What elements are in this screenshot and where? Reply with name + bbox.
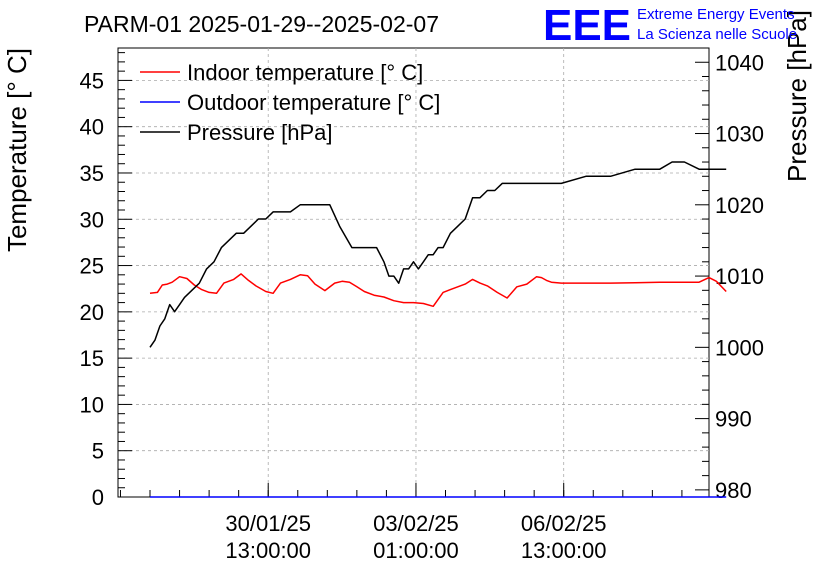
series-layer bbox=[149, 161, 727, 498]
logo-line-2: La Scienza nelle Scuole bbox=[637, 26, 797, 43]
y2-tick-label: 1040 bbox=[715, 50, 764, 75]
y-tick-label: 45 bbox=[80, 68, 104, 93]
grid-lines bbox=[118, 48, 709, 497]
y-tick-label: 0 bbox=[92, 485, 104, 510]
chart-title: PARM-01 2025-01-29--2025-02-07 bbox=[84, 11, 439, 37]
y2-tick-label: 1020 bbox=[715, 193, 764, 218]
y-tick-label: 35 bbox=[80, 161, 104, 186]
x-tick-label-date: 30/01/25 bbox=[225, 511, 311, 536]
y-tick-label: 15 bbox=[80, 346, 104, 371]
x-tick-label-time: 13:00:00 bbox=[521, 538, 607, 563]
y2-tick-label: 980 bbox=[715, 478, 752, 503]
x-tick-label-time: 13:00:00 bbox=[225, 538, 311, 563]
x-tick-label-date: 06/02/25 bbox=[521, 511, 607, 536]
y-axis-title: Temperature [° C] bbox=[2, 48, 32, 252]
y-tick-label: 25 bbox=[80, 254, 104, 279]
y2-axis-title: Pressure [hPa] bbox=[782, 10, 812, 182]
eee-logo-mark: EEE bbox=[543, 1, 631, 50]
legend: Indoor temperature [° C] Outdoor tempera… bbox=[140, 60, 440, 145]
y2-tick-label: 1000 bbox=[715, 335, 764, 360]
pressure-line bbox=[149, 161, 727, 348]
y2-tick-label: 1030 bbox=[715, 122, 764, 147]
indoor-temperature-line bbox=[149, 273, 727, 308]
y-tick-label: 5 bbox=[92, 439, 104, 464]
legend-label-pressure: Pressure [hPa] bbox=[187, 120, 333, 145]
x-tick-label-date: 03/02/25 bbox=[373, 511, 459, 536]
x-axis: 30/01/2513:00:0003/02/2501:00:0006/02/25… bbox=[119, 483, 683, 563]
x-tick-label-time: 01:00:00 bbox=[373, 538, 459, 563]
y-tick-label: 20 bbox=[80, 300, 104, 325]
y2-tick-label: 1010 bbox=[715, 264, 764, 289]
legend-label-outdoor: Outdoor temperature [° C] bbox=[187, 90, 440, 115]
y-tick-label: 40 bbox=[80, 115, 104, 140]
y-tick-label: 10 bbox=[80, 392, 104, 417]
y-tick-label: 30 bbox=[80, 207, 104, 232]
logo-line-1: Extreme Energy Events bbox=[637, 6, 795, 23]
plot-frame bbox=[117, 47, 710, 498]
legend-label-indoor: Indoor temperature [° C] bbox=[187, 60, 423, 85]
y2-tick-label: 990 bbox=[715, 407, 752, 432]
right-axis: 980 990 1000 1010 1020 1030 1040 bbox=[695, 47, 764, 503]
eee-logo: EEE Extreme Energy Events La Scienza nel… bbox=[543, 1, 797, 50]
left-axis: 0 5 10 15 20 25 30 35 40 45 bbox=[80, 52, 132, 510]
